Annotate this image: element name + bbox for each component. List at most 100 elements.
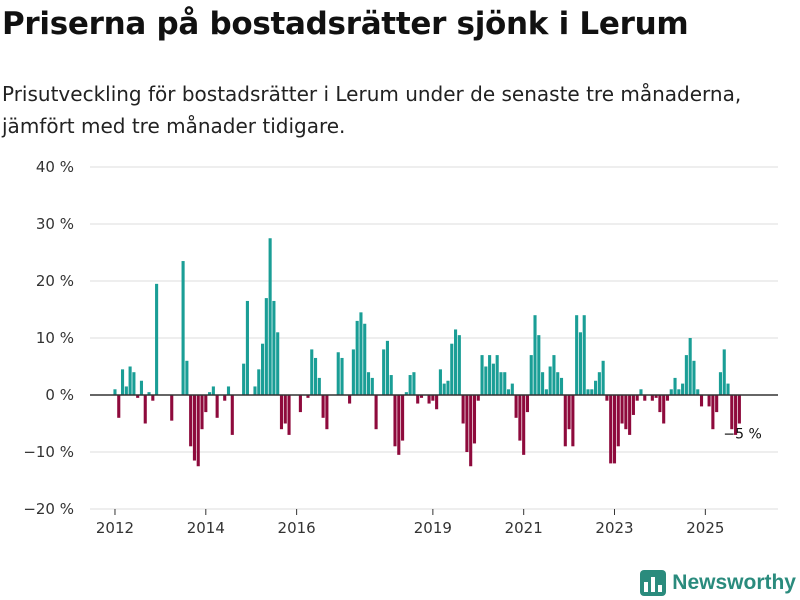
bar [605, 395, 609, 401]
bar [310, 349, 314, 395]
bar [272, 300, 276, 395]
bar [117, 395, 121, 418]
bar [416, 395, 420, 404]
bar [457, 335, 461, 395]
bar [469, 395, 473, 467]
gridlines [90, 166, 778, 510]
bar [151, 395, 155, 401]
y-tick-label: −10 % [23, 443, 74, 461]
bar [181, 261, 185, 395]
bar [204, 395, 208, 413]
bar [321, 395, 325, 418]
bar [495, 355, 499, 395]
bar [707, 395, 711, 407]
bar [597, 372, 601, 395]
bar [245, 300, 249, 395]
bar [215, 395, 219, 418]
bar [715, 395, 719, 413]
bar [450, 343, 454, 395]
bar [533, 315, 537, 395]
bar [472, 395, 477, 444]
bar [506, 389, 511, 395]
x-tick-label: 2021 [505, 519, 543, 537]
bar [510, 383, 514, 395]
bar [726, 383, 730, 395]
y-axis-ticks: 40 % 30 % 20 % 10 % 0 % −10 % −20 % [23, 158, 74, 518]
bar [192, 395, 196, 461]
y-tick-label: −20 % [23, 500, 74, 518]
bar [132, 372, 136, 395]
bar [594, 380, 598, 395]
bar [223, 395, 227, 401]
x-tick-label: 2019 [414, 519, 452, 537]
bar [287, 395, 291, 435]
bar [340, 357, 344, 395]
bar [253, 386, 257, 395]
bar [442, 383, 446, 395]
bar [601, 360, 605, 395]
bar [665, 395, 670, 401]
bar [283, 395, 287, 424]
bar [211, 386, 215, 395]
bar [518, 395, 522, 441]
bar [567, 395, 571, 430]
y-tick-label: 40 % [36, 158, 74, 176]
bar [556, 372, 560, 395]
bar [624, 395, 628, 430]
x-tick-label: 2023 [595, 519, 633, 537]
bar [654, 395, 658, 398]
y-tick-label: 10 % [36, 329, 74, 347]
bar [514, 395, 518, 418]
bar [696, 389, 700, 395]
bar [662, 395, 666, 424]
bar [419, 395, 424, 398]
bar [677, 389, 681, 395]
bar [401, 395, 405, 441]
bar [136, 395, 140, 398]
bar [226, 386, 231, 395]
y-tick-label: 30 % [36, 215, 74, 233]
bar [348, 395, 352, 404]
bar [261, 343, 265, 395]
bar [616, 395, 620, 447]
bar [669, 389, 673, 395]
bar [128, 366, 132, 395]
x-axis-ticks: 2012 2014 2016 2019 2021 2023 2025 [96, 509, 724, 537]
bar [522, 395, 526, 455]
bar [559, 377, 564, 395]
chart-title: Priserna på bostadsrätter sjönk i Lerum [2, 6, 689, 42]
bar [582, 315, 586, 395]
bar [488, 355, 492, 395]
bar [684, 355, 688, 395]
bar [575, 315, 579, 395]
bar [170, 395, 174, 421]
newsworthy-logo-icon [640, 570, 667, 596]
bar [586, 389, 590, 395]
bar [404, 392, 408, 395]
bar [537, 335, 541, 395]
bar [363, 323, 367, 395]
bar [480, 355, 484, 395]
bar [563, 395, 567, 447]
bar [454, 329, 458, 395]
bar [552, 355, 556, 395]
bar [276, 332, 280, 395]
bar [673, 377, 677, 395]
bar [541, 372, 545, 395]
bar [189, 395, 193, 447]
bar [699, 395, 704, 407]
bar [208, 392, 212, 395]
x-tick-label: 2012 [96, 519, 134, 537]
bar [571, 395, 575, 447]
bar [230, 395, 234, 435]
bar [185, 360, 189, 395]
bar [200, 395, 204, 430]
bar [503, 372, 507, 395]
bar [643, 395, 647, 401]
bar [590, 389, 594, 395]
bar [113, 389, 117, 395]
bar [620, 395, 624, 424]
bar [465, 395, 469, 452]
bar [389, 375, 393, 395]
bar [548, 366, 552, 395]
